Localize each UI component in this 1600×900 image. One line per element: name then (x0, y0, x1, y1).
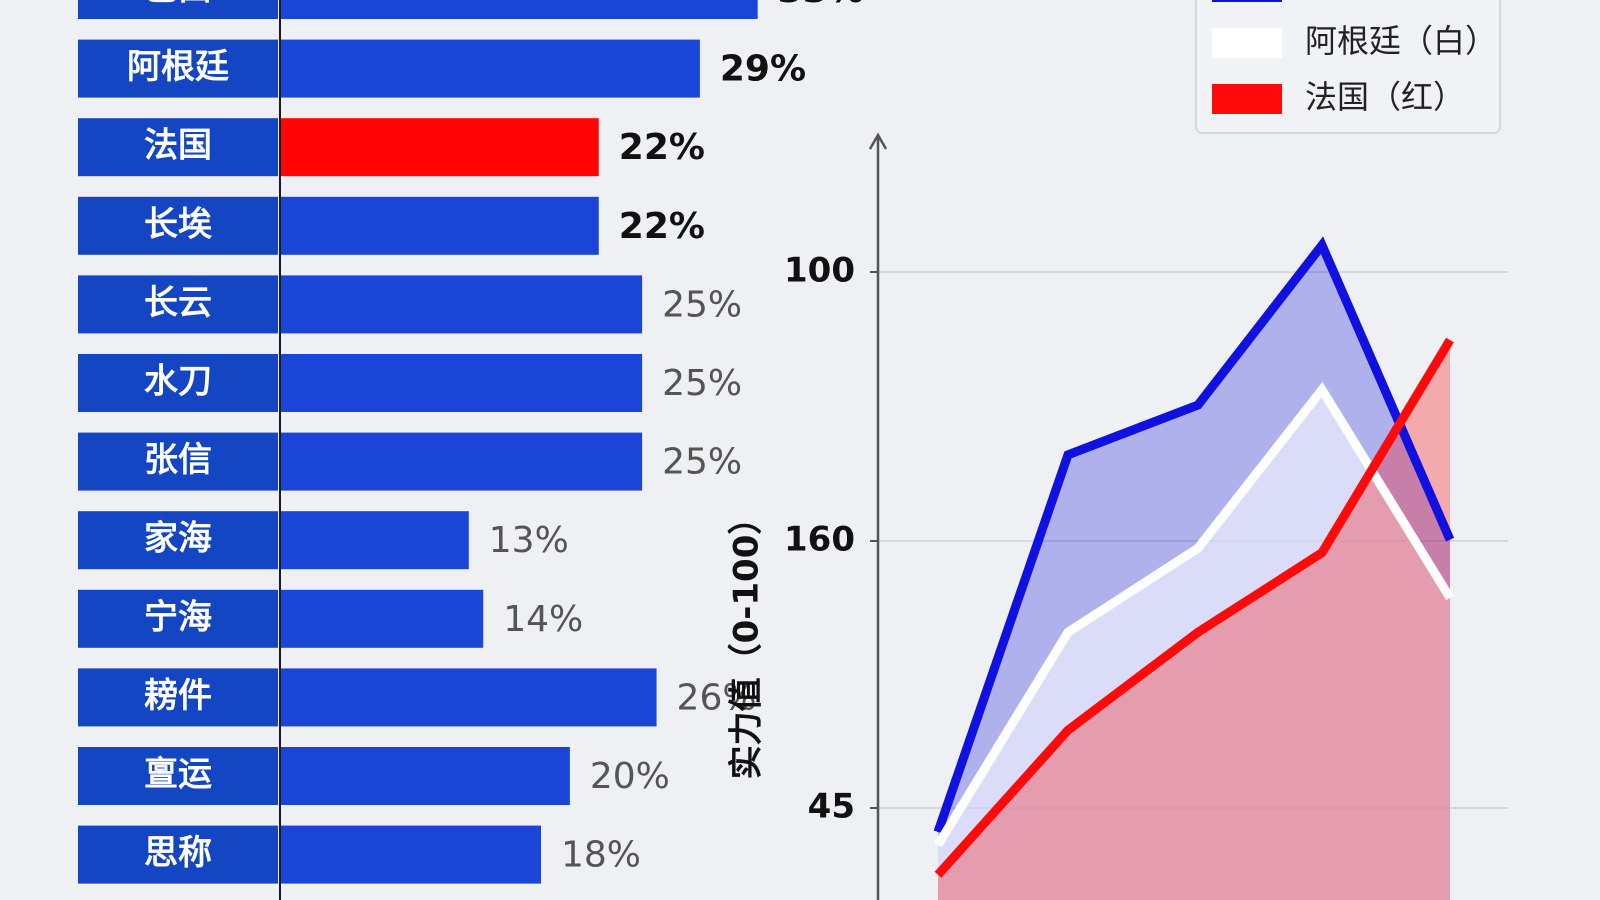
category-label: 张信 (144, 440, 212, 480)
value-label: 20% (590, 756, 670, 797)
category-label: 阿根廷 (127, 47, 229, 87)
value-label: 18% (561, 835, 641, 876)
value-label: 22% (619, 127, 705, 168)
series-line (933, 236, 1455, 834)
bar (281, 39, 700, 98)
value-label: 22% (619, 206, 705, 247)
category-box (78, 747, 278, 805)
bar (281, 511, 469, 570)
category-box (78, 0, 278, 19)
category-box (78, 432, 278, 491)
y-tick-label: 45 (808, 787, 855, 827)
bar (281, 196, 599, 255)
y-axis-arrow (868, 132, 888, 150)
category-label: 长埃 (144, 204, 213, 244)
category-box (78, 825, 278, 884)
series-line (934, 381, 1454, 848)
bar (281, 118, 599, 177)
category-label: 宁海 (144, 597, 212, 637)
category-label: 耪件 (144, 676, 212, 716)
value-label: 25% (662, 284, 742, 325)
series-line (934, 337, 1454, 878)
category-label: 法国 (144, 126, 212, 166)
y-tick-label: 160 (784, 520, 855, 560)
category-label: 水刀 (144, 362, 212, 402)
value-label: 25% (662, 442, 742, 483)
category-box (78, 118, 278, 177)
bar (281, 0, 758, 19)
series-area (938, 340, 1450, 900)
value-label: 26% (677, 677, 757, 718)
legend-label: 阿根廷（白） (1305, 22, 1497, 60)
category-label: 家海 (144, 519, 212, 559)
bar (281, 747, 570, 805)
category-box (78, 354, 278, 412)
series-area (938, 389, 1450, 900)
category-label: 长云 (144, 283, 212, 323)
legend-label: 法国（红） (1305, 78, 1465, 116)
category-box (78, 668, 278, 727)
category-box (78, 196, 278, 255)
value-label: 14% (503, 599, 583, 640)
category-box (78, 39, 278, 98)
value-label: 33% (778, 0, 864, 11)
category-label: 巴西 (144, 0, 212, 9)
category-label: 思称 (144, 833, 212, 873)
bar (281, 354, 643, 412)
legend-label: 巴西（蓝） (1305, 0, 1465, 4)
value-label: 13% (489, 520, 569, 561)
legend-swatch (1212, 0, 1282, 2)
category-box (78, 511, 278, 570)
value-label: 29% (720, 49, 806, 90)
bar (281, 668, 657, 727)
category-label: 亶运 (144, 755, 212, 795)
legend-swatch (1212, 28, 1282, 58)
legend-swatch (1212, 84, 1282, 114)
bar (281, 589, 484, 648)
category-box (78, 589, 278, 648)
category-box (78, 275, 278, 334)
value-label: 25% (662, 363, 742, 404)
y-tick-label: 100 (784, 251, 855, 291)
y-axis-title: 实力值（0-100） (727, 501, 767, 780)
bar (281, 432, 643, 491)
bar (281, 275, 643, 334)
bar (281, 825, 541, 884)
